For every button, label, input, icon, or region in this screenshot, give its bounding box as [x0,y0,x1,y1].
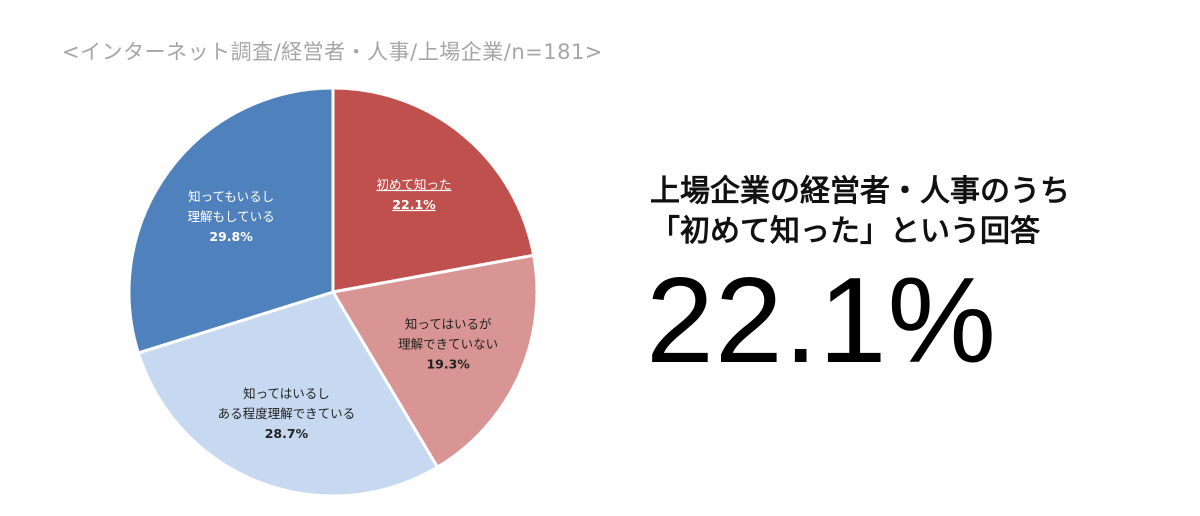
slice-value-label: 29.8% [209,229,253,244]
slice-value-label: 19.3% [426,356,470,371]
slice-value-label: 22.1% [392,197,436,212]
headline-line-1: 上場企業の経営者・人事のうち [650,174,1070,209]
slice-category-label: 知ってはいるが [405,316,492,331]
pie-slice-4 [127,86,335,355]
pie-slice-label-1: 初めて知った 22.1% [376,177,451,212]
highlight-percentage: 22.1% [646,252,997,388]
headline: 上場企業の経営者・人事のうち 「初めて知った」という回答 [650,172,1190,252]
headline-line-2: 「初めて知った」という回答 [650,214,1040,249]
slice-category-label: 初めて知った [376,177,451,192]
pie-slice-2 [330,253,539,470]
slice-value-label: 28.7% [265,426,309,441]
pie-chart: 初めて知った 22.1% 知ってはいるが 理解できていない 19.3% 知ってはいるしある… [127,86,539,498]
survey-subtitle: <インターネット調査/経営者・人事/上場企業/n=181> [62,40,603,64]
slice-category-label: 知ってはいるし [243,386,330,401]
pie-slice-3 [136,290,440,498]
pie-slice-1 [331,86,536,294]
slice-category-label: 理解できていない [398,336,498,351]
slice-category-label: ある程度理解できている [218,406,356,421]
slice-category-label: 理解もしている [188,209,275,224]
slice-category-label: 知ってもいるし [188,189,274,204]
